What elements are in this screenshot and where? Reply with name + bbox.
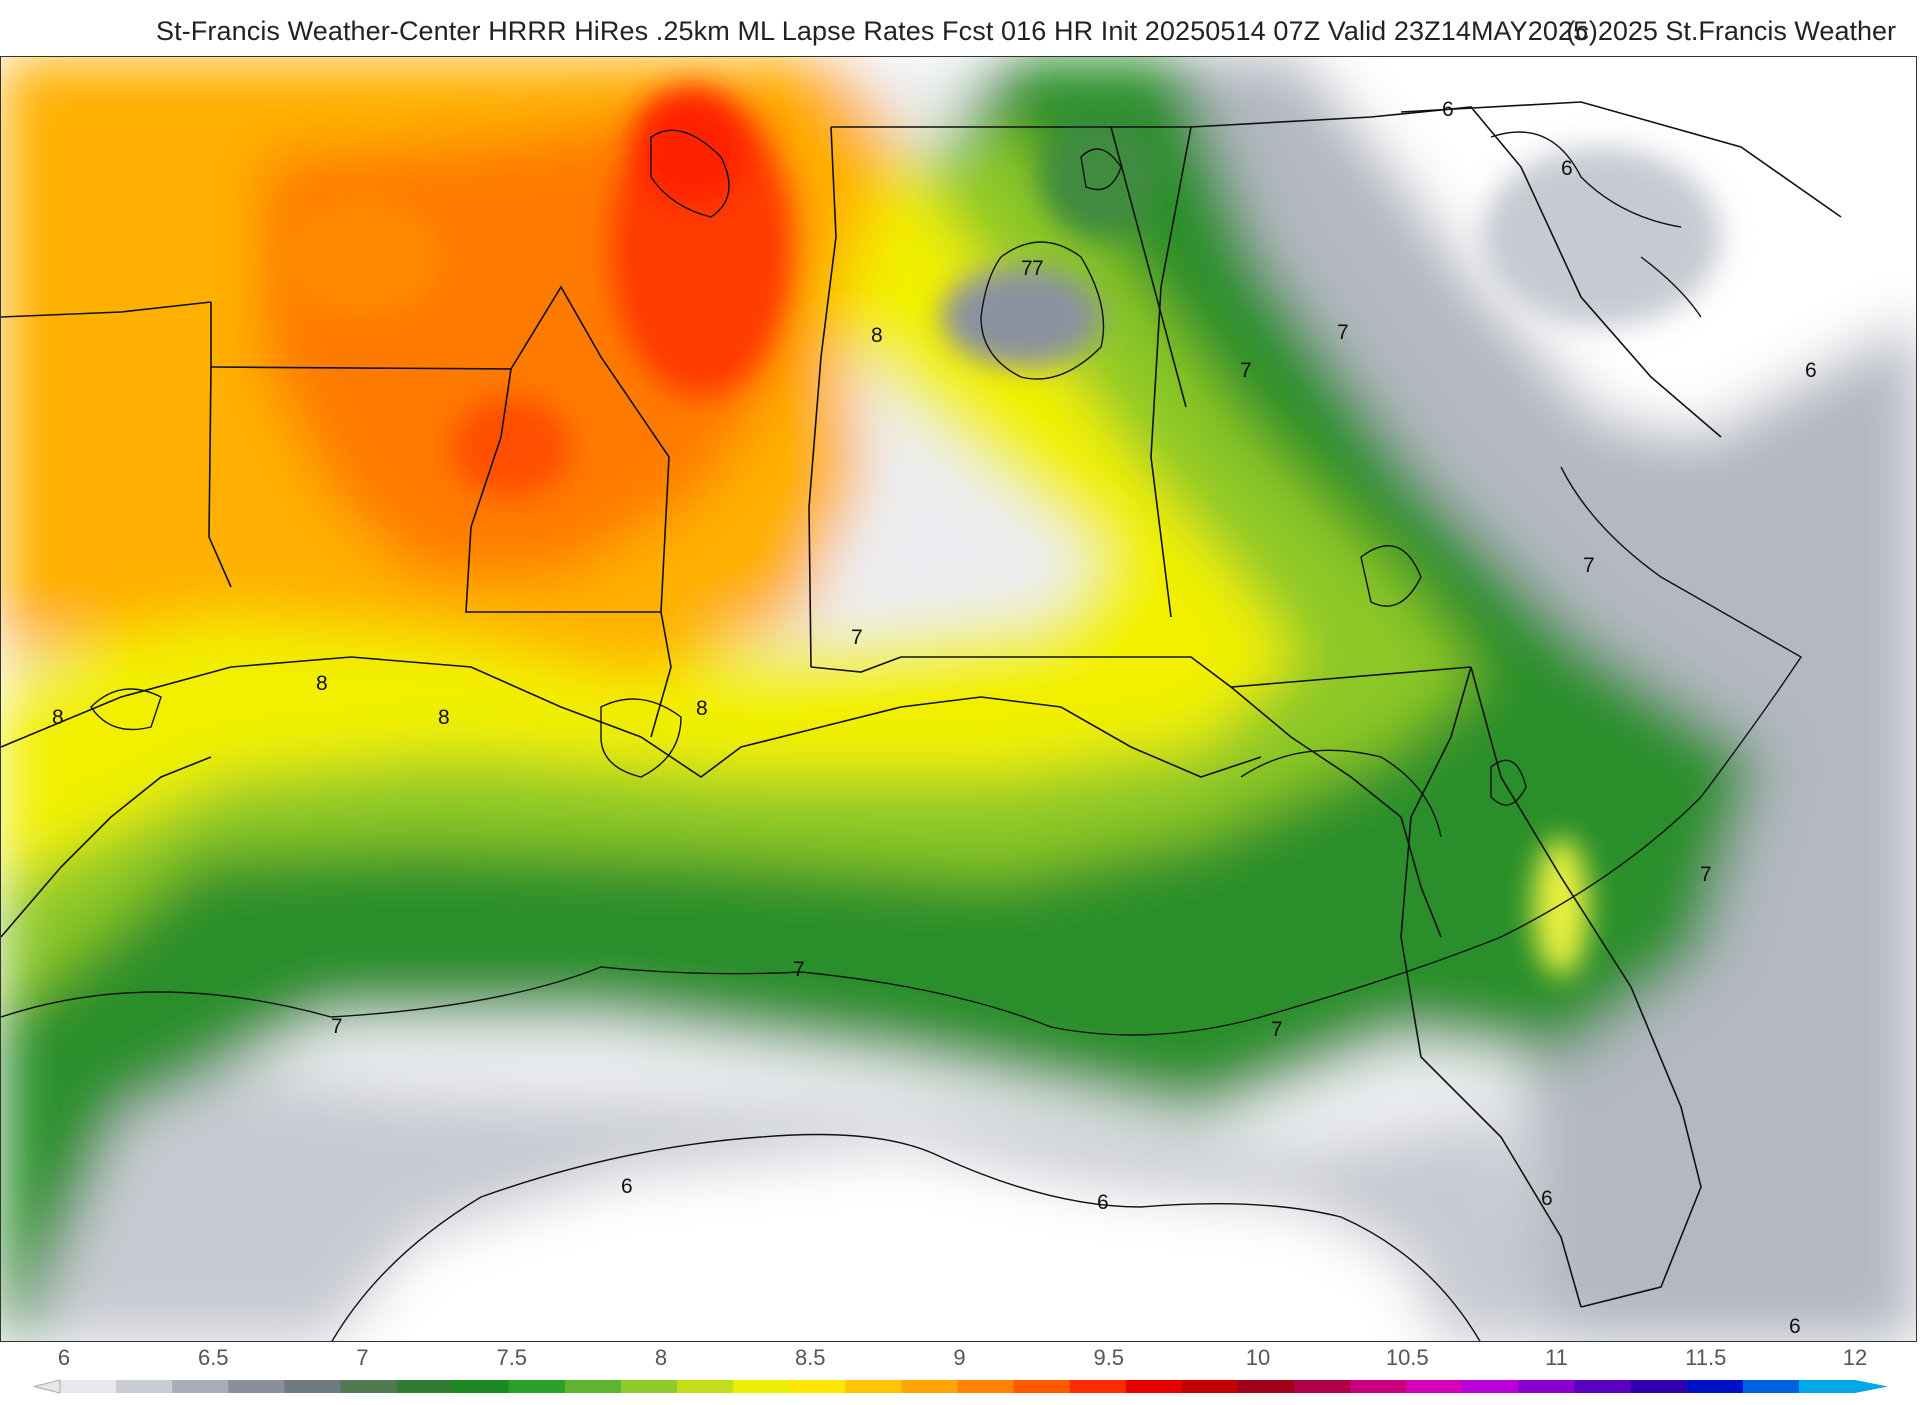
legend-swatch — [1742, 1380, 1800, 1393]
legend-swatch — [1630, 1380, 1688, 1393]
legend-high-arrow — [1855, 1380, 1888, 1393]
legend-swatch — [1069, 1380, 1127, 1393]
legend-tick-label: 9 — [953, 1345, 966, 1370]
legend-tick-label: 7 — [356, 1345, 369, 1370]
legend-tick-label: 10 — [1245, 1345, 1271, 1370]
legend-swatch — [1574, 1380, 1632, 1393]
contour-label: 7 — [331, 1015, 343, 1038]
legend-swatch — [396, 1380, 454, 1393]
legend-swatch — [340, 1380, 398, 1393]
contour-label: 7 — [1337, 321, 1349, 344]
legend-swatch — [901, 1380, 959, 1393]
lapse-rate-map: 8 8 8 8 8 7 7 7 7 7 7 7 7 7 7 6 6 6 6 6 … — [0, 56, 1917, 1342]
contour-label-group: 8 8 8 8 8 7 7 7 7 7 7 7 7 7 7 6 6 6 6 6 … — [52, 98, 1817, 1338]
legend-low-arrow — [33, 1379, 61, 1394]
legend-tick-label: 8.5 — [794, 1345, 826, 1370]
legend-tick-label: 6 — [57, 1345, 71, 1370]
contour-label: 8 — [52, 706, 64, 729]
legend-tick-label: 6.5 — [197, 1345, 229, 1370]
contour-label: 8 — [696, 697, 708, 720]
contour-label: 6 — [1541, 1187, 1553, 1210]
contour-label: 8 — [871, 324, 883, 347]
legend-swatch — [116, 1380, 173, 1393]
legend-tick-label: 11 — [1545, 1345, 1568, 1370]
title-bar: St-Francis Weather-Center HRRR HiRes .25… — [0, 0, 1920, 56]
contour-label: 6 — [1097, 1191, 1109, 1214]
legend-swatch — [845, 1380, 902, 1393]
legend-swatch — [172, 1380, 229, 1393]
contour-label: 7 — [1032, 257, 1044, 280]
legend-swatch — [1686, 1380, 1744, 1393]
legend-swatch — [1237, 1380, 1295, 1393]
legend-swatch — [677, 1380, 734, 1393]
legend-swatch — [1518, 1380, 1576, 1393]
contour-label: 8 — [438, 706, 450, 729]
contour-lines — [1, 129, 1802, 1341]
contour-label: 6 — [1561, 157, 1573, 180]
lapse-rate-peaks — [281, 87, 1721, 977]
legend-swatch — [789, 1380, 846, 1393]
color-scale-legend — [0, 1342, 1920, 1400]
legend-swatch — [60, 1380, 117, 1393]
copyright-credit: (c)2025 St.Francis Weather — [1566, 16, 1896, 46]
boundary-lines — [1, 101, 1842, 1308]
legend-tick-label: 7.5 — [496, 1345, 528, 1370]
legend-swatch — [1406, 1380, 1463, 1393]
legend-swatch — [957, 1380, 1015, 1393]
color-scale-bar — [33, 1379, 1888, 1394]
contour-label: 7 — [1021, 257, 1033, 280]
legend-tick-label: 12 — [1842, 1345, 1868, 1370]
legend-swatch — [1294, 1380, 1351, 1393]
legend-tick-label: 8 — [654, 1345, 668, 1370]
legend-swatch — [733, 1380, 790, 1393]
contour-label: 7 — [1271, 1018, 1283, 1041]
map-canvas: 8 8 8 8 8 7 7 7 7 7 7 7 7 7 7 6 6 6 6 6 … — [1, 57, 1916, 1341]
contour-label: 7 — [1700, 863, 1712, 886]
contour-label: 6 — [621, 1175, 633, 1198]
contour-label: 6 — [1805, 359, 1817, 382]
contour-label: 8 — [316, 672, 328, 695]
legend-tick-label: 11.5 — [1685, 1345, 1727, 1370]
contour-label: 7 — [1240, 359, 1252, 382]
map-title: St-Francis Weather-Center HRRR HiRes .25… — [156, 16, 1589, 46]
legend-swatch — [228, 1380, 285, 1393]
legend-swatch — [564, 1380, 622, 1393]
legend-tick-label: 9.5 — [1093, 1345, 1125, 1370]
contour-label: 7 — [793, 958, 805, 981]
legend-swatch — [1462, 1380, 1520, 1393]
legend-swatch — [1181, 1380, 1239, 1393]
legend-swatch — [1798, 1380, 1856, 1393]
contour-label: 6 — [1442, 98, 1454, 121]
contour-label: 6 — [1789, 1315, 1801, 1338]
legend-tick-label: 10.5 — [1385, 1345, 1429, 1370]
contour-label: 7 — [851, 626, 863, 649]
legend-swatch — [284, 1380, 342, 1393]
legend-swatch — [1125, 1380, 1183, 1393]
legend-swatch — [1350, 1380, 1407, 1393]
legend-swatch — [452, 1380, 510, 1393]
legend-swatch — [1013, 1380, 1071, 1393]
legend-swatch — [508, 1380, 566, 1393]
contour-label: 7 — [1583, 554, 1595, 577]
legend-swatch — [620, 1380, 678, 1393]
